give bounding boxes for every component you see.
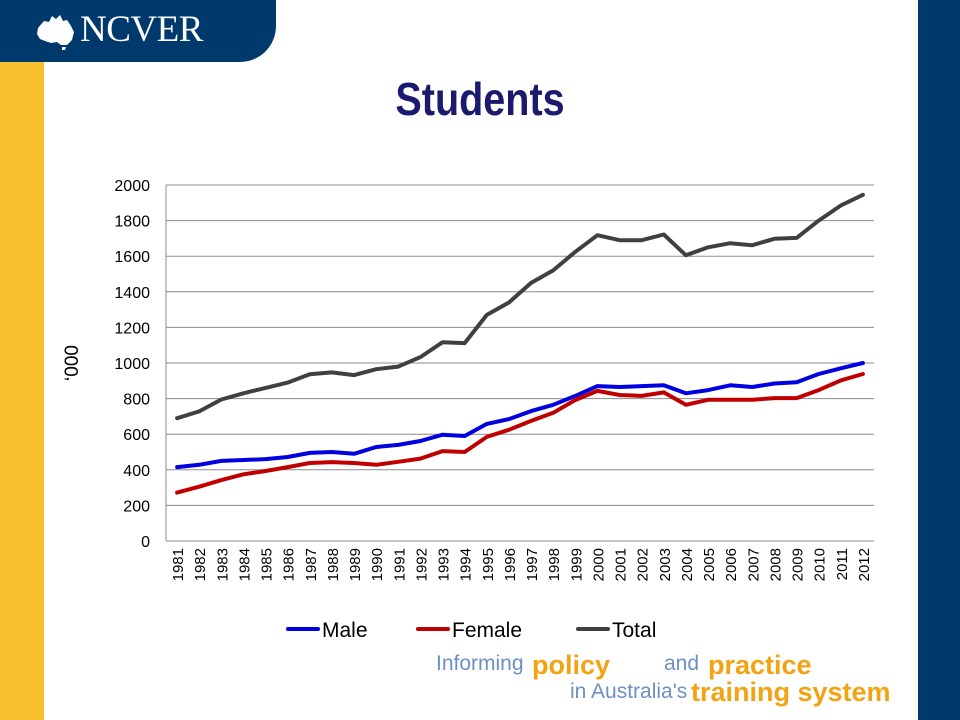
x-tick-label: 2003 [657, 548, 674, 581]
x-tick-label: 1989 [347, 548, 364, 581]
x-tick-label: 1986 [281, 548, 298, 581]
x-tick-label: 2002 [635, 548, 652, 581]
y-tick-label: 200 [123, 498, 150, 515]
x-tick-label: 1992 [413, 548, 430, 581]
x-tick-label: 2011 [834, 548, 851, 580]
tagline-word: Informing [436, 652, 524, 675]
series-line-female [175, 372, 865, 495]
x-tick-label: 2005 [701, 548, 718, 581]
x-tick-label: 1988 [325, 548, 342, 581]
x-tick-label: 1983 [214, 548, 231, 581]
page-title: Students [395, 73, 565, 125]
x-tick-label: 2009 [790, 548, 807, 581]
x-tick-label: 2007 [745, 548, 762, 581]
x-tick-label: 1990 [369, 548, 386, 581]
logo-wordmark: NCVER [80, 9, 203, 50]
series-line-male [175, 361, 865, 470]
x-tick-label: 1995 [480, 548, 497, 581]
x-tick-label: 1981 [170, 548, 187, 581]
x-tick-label: 1987 [303, 548, 320, 581]
x-tick-label: 1994 [458, 548, 475, 581]
legend-label: Total [612, 619, 656, 642]
legend-label: Male [322, 619, 368, 642]
x-tick-label: 2006 [723, 548, 740, 581]
footer-tagline: Informing policy and practice in Austral… [436, 650, 916, 710]
y-tick-label: 400 [123, 463, 150, 480]
tagline-word: training system [691, 677, 891, 707]
y-tick-label: 2000 [114, 178, 150, 195]
x-tick-label: 1991 [391, 548, 408, 581]
x-tick-label: 1999 [568, 548, 585, 581]
tagline-word: policy [532, 650, 611, 680]
y-tick-label: 1400 [114, 285, 150, 302]
legend-label: Female [452, 619, 522, 642]
x-tick-label: 2004 [679, 548, 696, 581]
tagline-word: and [664, 652, 700, 675]
tagline-word: in Australia's [570, 680, 688, 703]
y-tick-label: 800 [123, 392, 150, 409]
x-tick-label: 2001 [613, 548, 630, 581]
series-line-total [175, 192, 865, 421]
left-accent-bar [0, 0, 44, 720]
y-tick-label: 1000 [114, 356, 150, 373]
y-tick-label: 1200 [114, 320, 150, 337]
x-tick-label: 2008 [767, 548, 784, 581]
x-tick-label: 2000 [590, 548, 607, 581]
x-tick-label: 2010 [812, 548, 829, 581]
y-axis-label: ‘000 [62, 345, 83, 381]
x-tick-label: 1997 [524, 548, 541, 581]
x-tick-label: 2012 [856, 548, 873, 581]
ncver-logo: NCVER [0, 0, 276, 62]
y-tick-label: 0 [141, 534, 150, 551]
x-tick-label: 1996 [502, 548, 519, 581]
y-tick-label: 600 [123, 427, 150, 444]
y-tick-label: 1600 [114, 249, 150, 266]
tagline-word: practice [708, 650, 812, 680]
x-tick-label: 1985 [259, 548, 276, 581]
y-tick-label: 1800 [114, 214, 150, 231]
x-tick-label: 1982 [192, 548, 209, 581]
x-tick-label: 1993 [436, 548, 453, 581]
australia-map-icon [37, 15, 74, 50]
x-tick-label: 1984 [236, 548, 253, 581]
x-tick-label: 1998 [546, 548, 563, 581]
right-accent-bar [918, 0, 960, 720]
